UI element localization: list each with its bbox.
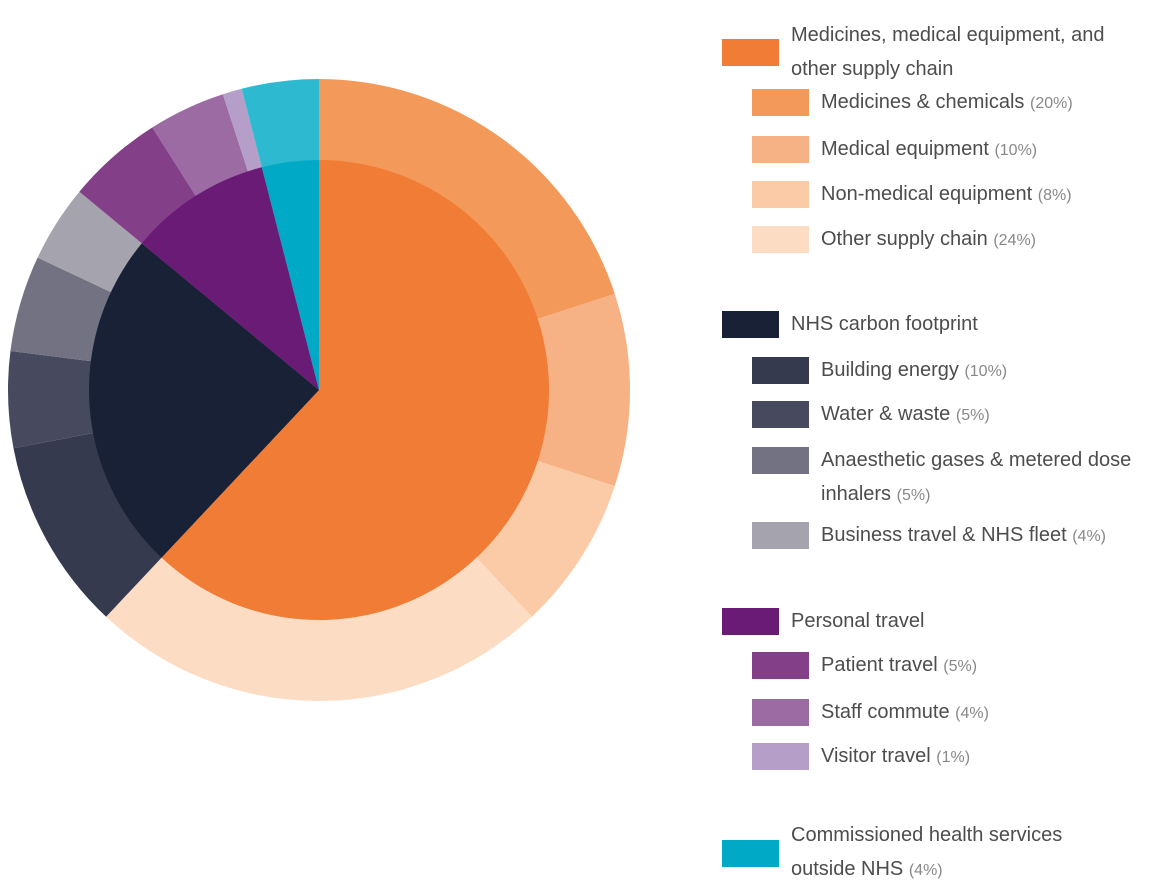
legend-text: Visitor travel (1%): [821, 739, 1143, 775]
legend-percent: (10%): [994, 142, 1038, 159]
legend-swatch: [752, 699, 809, 726]
legend-item: Anaesthetic gases & metered dose inhaler…: [752, 443, 1143, 513]
legend-swatch: [752, 401, 809, 428]
legend-item: Medical equipment (10%): [752, 132, 1143, 168]
legend-percent: (1%): [936, 749, 971, 766]
legend-percent: (10%): [964, 363, 1008, 380]
legend-item: NHS carbon footprint: [722, 307, 1106, 341]
inner-segment: [261, 160, 319, 390]
legend-item: Other supply chain (24%): [752, 222, 1143, 258]
legend-label: Building energy: [821, 359, 959, 381]
legend-item: Personal travel: [722, 604, 1106, 638]
legend-swatch: [722, 38, 779, 66]
legend-label: Staff commute: [821, 701, 950, 723]
legend-item: Medicines & chemicals (20%): [752, 85, 1143, 121]
legend-percent: (8%): [1037, 187, 1072, 204]
legend-item: Medicines, medical equipment, and other …: [722, 18, 1106, 86]
legend-percent: (5%): [943, 658, 978, 675]
legend-text: Anaesthetic gases & metered dose inhaler…: [821, 443, 1143, 513]
legend-item: Commissioned health services outside NHS…: [722, 818, 1106, 888]
legend-item: Staff commute (4%): [752, 695, 1143, 731]
legend-text: Commissioned health services outside NHS…: [791, 818, 1106, 888]
legend-label: Personal travel: [791, 610, 925, 632]
legend-swatch: [752, 181, 809, 208]
legend-label: Water & waste: [821, 403, 951, 425]
legend-percent: (4%): [955, 705, 989, 722]
legend-text: Patient travel (5%): [821, 648, 1143, 684]
inner-segment: [141, 167, 319, 390]
legend-percent: (4%): [1072, 528, 1106, 545]
legend-item: Visitor travel (1%): [752, 739, 1143, 775]
legend-item: Building energy (10%): [752, 353, 1143, 389]
legend-label: NHS carbon footprint: [791, 313, 978, 335]
legend-text: Non-medical equipment (8%): [821, 177, 1143, 213]
legend-item: Business travel & NHS fleet (4%): [752, 518, 1143, 554]
legend-text: Personal travel: [791, 604, 1106, 638]
legend-label: Business travel & NHS fleet: [821, 524, 1067, 546]
legend-percent: (24%): [993, 232, 1037, 249]
legend-percent: (5%): [955, 407, 990, 424]
legend-text: NHS carbon footprint: [791, 307, 1106, 341]
legend-label: Other supply chain: [821, 228, 988, 250]
legend-text: Water & waste (5%): [821, 397, 1143, 433]
legend-percent: (4%): [908, 862, 943, 879]
legend-swatch: [752, 136, 809, 163]
legend-text: Medicines, medical equipment, and other …: [791, 18, 1106, 86]
legend-percent: (20%): [1029, 95, 1073, 112]
legend-swatch: [752, 522, 809, 549]
chart: [8, 79, 630, 701]
legend-swatch: [752, 652, 809, 679]
legend-label: Visitor travel: [821, 745, 931, 767]
legend-text: Other supply chain (24%): [821, 222, 1143, 258]
legend-swatch: [752, 357, 809, 384]
legend-label: Commissioned health services outside NHS: [791, 824, 1063, 880]
legend-swatch: [722, 607, 779, 635]
legend-swatch: [722, 310, 779, 338]
legend-swatch: [722, 839, 779, 867]
legend-label: Medicines & chemicals: [821, 91, 1025, 113]
legend-text: Medicines & chemicals (20%): [821, 85, 1143, 121]
legend-label: Patient travel: [821, 654, 938, 676]
legend-text: Medical equipment (10%): [821, 132, 1143, 168]
legend-item: Patient travel (5%): [752, 648, 1143, 684]
legend-item: Non-medical equipment (8%): [752, 177, 1143, 213]
inner-segment: [161, 159, 550, 620]
legend-swatch: [752, 89, 809, 116]
inner-segment: [88, 243, 319, 558]
legend-text: Building energy (10%): [821, 353, 1143, 389]
legend-label: Non-medical equipment: [821, 183, 1033, 205]
legend-label: Medical equipment: [821, 138, 989, 160]
legend-text: Business travel & NHS fleet (4%): [821, 518, 1143, 554]
legend-swatch: [752, 743, 809, 770]
legend-swatch: [752, 226, 809, 253]
legend-label: Medicines, medical equipment, and other …: [791, 24, 1105, 80]
legend-label: Anaesthetic gases & metered dose inhaler…: [821, 449, 1132, 505]
legend-item: Water & waste (5%): [752, 397, 1143, 433]
legend-swatch: [752, 447, 809, 474]
legend-text: Staff commute (4%): [821, 695, 1143, 731]
legend-percent: (5%): [896, 487, 931, 504]
